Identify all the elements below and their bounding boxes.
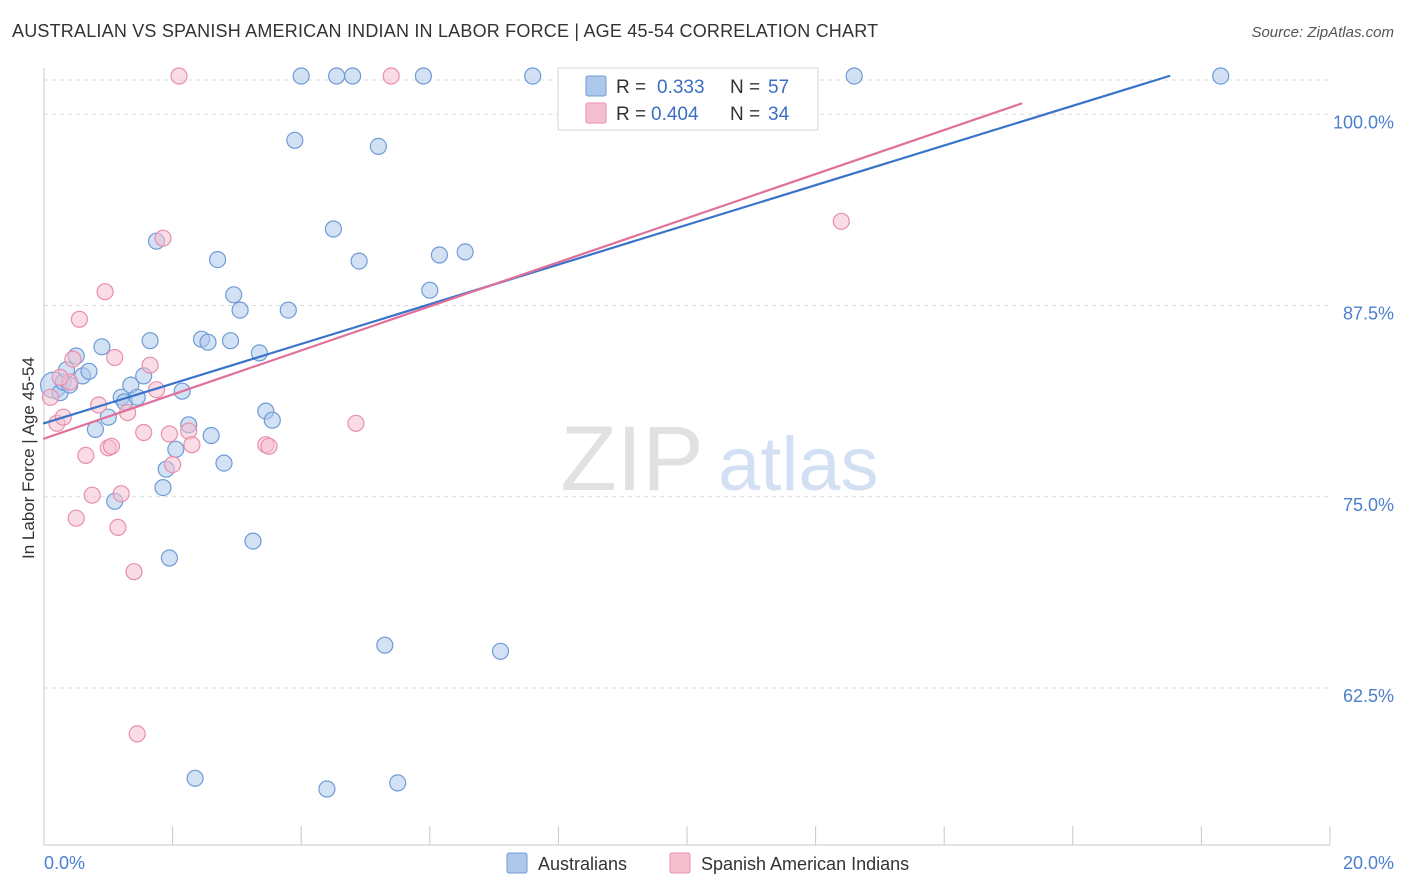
y-tick-label: 100.0% — [1333, 112, 1394, 132]
point-australians — [167, 440, 185, 458]
point-spanish-american-indians — [183, 436, 201, 454]
point-australians — [250, 344, 268, 362]
legend-swatch-spanish — [669, 852, 691, 874]
stats-legend-r-value-australians: 0.333 — [657, 77, 705, 98]
y-tick-labels: 100.0% 87.5% 75.0% 62.5% — [1333, 112, 1394, 706]
y-tick-label: 75.0% — [1343, 495, 1394, 515]
grid — [44, 79, 1330, 689]
legend-label-spanish: Spanish American Indians — [701, 854, 909, 874]
point-australians — [491, 642, 510, 660]
point-spanish-american-indians — [382, 67, 400, 85]
stats-legend-n-value-spanish: 34 — [768, 104, 790, 125]
point-spanish-american-indians — [64, 350, 82, 368]
point-spanish-american-indians — [160, 425, 178, 443]
watermark: ZIP atlas — [560, 408, 878, 510]
point-spanish-american-indians — [96, 283, 114, 301]
point-australians — [350, 252, 368, 270]
point-australians — [263, 411, 281, 429]
point-spanish-american-indians — [832, 212, 850, 230]
point-spanish-american-indians — [51, 368, 69, 386]
point-australians — [80, 362, 98, 380]
point-australians — [421, 281, 439, 299]
series-spanish-american-indians-points — [41, 67, 850, 743]
trend-line-australians — [42, 74, 1171, 425]
point-spanish-american-indians — [125, 563, 143, 581]
point-spanish-american-indians — [260, 437, 278, 455]
point-australians — [286, 131, 304, 149]
trend-lines — [42, 74, 1171, 440]
y-tick-label: 87.5% — [1343, 304, 1394, 324]
point-australians — [279, 301, 297, 319]
x-ticks — [43, 826, 1331, 845]
point-australians — [186, 769, 204, 787]
point-spanish-american-indians — [106, 348, 124, 367]
point-australians — [524, 67, 542, 85]
legend-label-australians: Australians — [538, 854, 627, 874]
point-spanish-american-indians — [135, 423, 153, 442]
point-australians — [318, 780, 336, 798]
point-australians — [456, 243, 474, 261]
point-australians — [389, 774, 407, 792]
point-spanish-american-indians — [83, 486, 101, 504]
stats-legend-swatch-australians — [585, 75, 607, 97]
watermark-zip: ZIP — [560, 408, 703, 510]
point-australians — [225, 286, 243, 304]
chart-source: Source: ZipAtlas.com — [1251, 24, 1394, 41]
stats-legend-swatch-spanish — [585, 102, 607, 124]
point-spanish-american-indians — [170, 67, 188, 85]
stats-legend-r-label-spanish: R = — [616, 104, 646, 125]
x-tick-label-max: 20.0% — [1343, 853, 1394, 873]
point-spanish-american-indians — [128, 725, 146, 743]
legend-swatch-australians — [506, 852, 528, 874]
point-australians — [93, 338, 111, 356]
point-australians — [369, 137, 387, 155]
point-australians — [328, 67, 346, 85]
stats-legend-n-label-australians: N = — [730, 77, 760, 98]
point-spanish-american-indians — [70, 310, 89, 328]
y-tick-label: 62.5% — [1343, 686, 1394, 706]
trend-line-spanish-american-indians — [42, 102, 1023, 440]
point-australians — [154, 479, 172, 497]
point-spanish-american-indians — [41, 388, 60, 406]
point-australians — [160, 549, 178, 567]
bottom-legend: Australians Spanish American Indians — [506, 852, 909, 874]
stats-legend: R = 0.333 N = 57 R = 0.404 N = 34 — [557, 67, 819, 131]
point-australians — [414, 67, 432, 85]
point-australians — [1212, 67, 1230, 85]
point-australians — [141, 332, 159, 350]
point-spanish-american-indians — [141, 356, 159, 374]
point-australians — [202, 426, 220, 445]
point-australians — [199, 333, 217, 351]
point-australians — [430, 246, 448, 264]
point-australians — [376, 636, 394, 654]
stats-legend-r-value-spanish: 0.404 — [651, 104, 699, 125]
point-spanish-american-indians — [112, 485, 130, 503]
point-spanish-american-indians — [347, 414, 365, 432]
x-tick-label-min: 0.0% — [44, 853, 85, 873]
point-australians — [209, 251, 227, 269]
point-spanish-american-indians — [102, 437, 121, 455]
point-australians — [344, 67, 362, 85]
point-australians — [324, 220, 342, 238]
point-australians — [845, 67, 863, 85]
point-spanish-american-indians — [77, 446, 95, 464]
point-australians — [215, 454, 233, 472]
stats-legend-n-label-spanish: N = — [730, 104, 760, 125]
point-australians — [221, 332, 240, 350]
point-australians — [231, 301, 249, 319]
stats-legend-n-value-australians: 57 — [768, 77, 789, 98]
watermark-atlas: atlas — [718, 422, 879, 507]
point-spanish-american-indians — [164, 456, 182, 474]
stats-legend-r-label-australians: R = — [616, 77, 646, 98]
point-spanish-american-indians — [67, 509, 85, 527]
point-australians — [292, 67, 310, 85]
point-spanish-american-indians — [109, 518, 127, 537]
point-spanish-american-indians — [154, 229, 172, 247]
point-australians — [244, 532, 262, 550]
y-axis-label: In Labor Force | Age 45-54 — [19, 357, 38, 559]
chart-title: AUSTRALIAN VS SPANISH AMERICAN INDIAN IN… — [12, 21, 879, 41]
